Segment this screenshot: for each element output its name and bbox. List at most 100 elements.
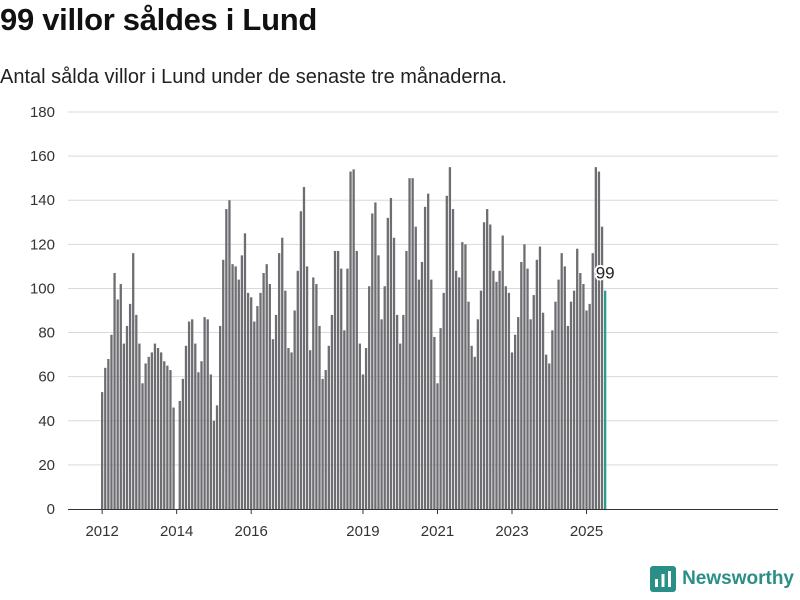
- bar: [234, 266, 237, 509]
- bar: [203, 317, 206, 509]
- bar: [532, 295, 535, 509]
- bar: [259, 292, 262, 509]
- bar: [569, 301, 573, 509]
- bar: [386, 217, 389, 509]
- bar: [392, 237, 396, 509]
- bar: [243, 233, 247, 510]
- bar: [554, 301, 557, 509]
- newsworthy-icon: [650, 566, 677, 592]
- bar: [228, 200, 231, 509]
- bar: [327, 345, 330, 509]
- bar: [153, 343, 157, 509]
- bar: [262, 273, 265, 509]
- x-tick-label: 2025: [570, 523, 603, 540]
- bar: [482, 222, 486, 509]
- bar: [184, 345, 188, 509]
- bar: [144, 363, 147, 509]
- bar: [433, 336, 436, 509]
- bar: [458, 277, 461, 509]
- bar: [557, 279, 560, 509]
- bar: [104, 367, 107, 509]
- bar: [181, 378, 185, 509]
- bar: [420, 261, 424, 509]
- bar: [159, 352, 163, 509]
- bar: [545, 354, 548, 509]
- bar: [315, 284, 318, 509]
- bar: [566, 325, 570, 509]
- bar: [495, 281, 498, 509]
- bar: [448, 167, 452, 509]
- x-tick-label: 2014: [160, 523, 193, 540]
- bar: [274, 314, 278, 509]
- bar: [560, 253, 563, 509]
- bar: [355, 250, 358, 509]
- bar: [551, 330, 554, 509]
- bar: [253, 321, 256, 509]
- bar: [330, 314, 334, 509]
- bars: [101, 167, 607, 510]
- bar: [343, 330, 346, 509]
- bar: [141, 383, 144, 509]
- bar: [439, 328, 442, 509]
- bar: [588, 303, 591, 509]
- bar: [206, 319, 209, 509]
- bar: [215, 405, 219, 509]
- y-tick-label: 60: [38, 369, 55, 386]
- bar: [101, 392, 104, 509]
- bar: [510, 352, 514, 509]
- bar: [476, 319, 480, 509]
- bar: [371, 213, 374, 509]
- y-tick-label: 0: [47, 501, 55, 518]
- bar: [411, 178, 414, 509]
- bar: [299, 211, 303, 509]
- bar: [197, 372, 200, 509]
- bar: [414, 226, 417, 509]
- bar: [427, 193, 430, 509]
- x-tick-label: 2016: [235, 523, 268, 540]
- bar: [116, 299, 119, 509]
- bar: [277, 253, 281, 509]
- bar: [368, 286, 371, 509]
- x-axis-ticks: 2012 2014 2016 2019 2021 2023 2025: [85, 509, 603, 540]
- bar: [380, 319, 383, 509]
- bar: [107, 359, 110, 509]
- bar: [361, 374, 365, 509]
- bar: [364, 347, 368, 509]
- bar: [389, 198, 393, 509]
- bar: [324, 370, 327, 509]
- bar: [312, 277, 315, 509]
- bar: [461, 242, 464, 509]
- highlight-label: 99: [596, 264, 615, 283]
- bar: [268, 284, 271, 509]
- bar: [212, 420, 216, 509]
- x-tick-label: 2019: [346, 523, 379, 540]
- y-tick-label: 140: [30, 192, 55, 209]
- bar: [597, 171, 601, 510]
- bar: [293, 310, 296, 509]
- bar: [529, 319, 532, 509]
- bar: [504, 286, 507, 509]
- bar: [464, 244, 467, 510]
- bar: [187, 321, 191, 509]
- bar: [600, 226, 604, 509]
- bar: [430, 279, 433, 509]
- bar: [563, 266, 566, 509]
- bar: [579, 273, 582, 509]
- bar: [417, 279, 421, 509]
- bar: [169, 370, 172, 509]
- bar: [125, 325, 129, 509]
- bar: [358, 343, 362, 509]
- bar: [436, 383, 439, 509]
- y-tick-label: 180: [30, 104, 55, 121]
- bar: [507, 292, 511, 509]
- bar: [305, 266, 309, 509]
- bar: [237, 279, 240, 509]
- bar: [271, 339, 275, 509]
- bar: [287, 347, 290, 509]
- bar: [576, 248, 579, 509]
- bar: [178, 400, 181, 509]
- bar: [128, 303, 132, 509]
- bar: [423, 206, 427, 509]
- y-tick-label: 40: [38, 413, 55, 430]
- bar: [246, 292, 250, 509]
